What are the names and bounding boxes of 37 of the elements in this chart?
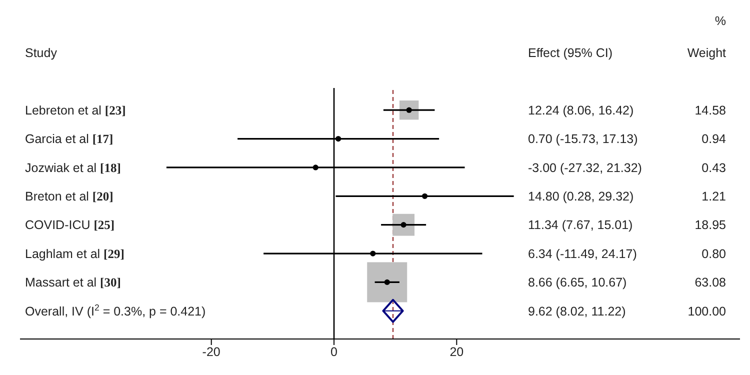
point	[370, 250, 376, 256]
y-tick-label: Garcia et al [17]	[25, 132, 114, 146]
annotation: 14.80 (0.28, 29.32)	[528, 190, 634, 204]
annotation: 14.58	[694, 103, 726, 118]
point	[335, 136, 342, 142]
text: %	[714, 14, 726, 28]
annotation: 63.08	[694, 276, 726, 290]
point	[422, 193, 428, 199]
y-tick-label: Laghlam et al [29]	[25, 246, 124, 261]
annotation: 0.80	[702, 246, 726, 261]
y-tick-label: Overall, IV (I$^{2}$ = 0.3%, p = 0.421)	[25, 302, 206, 318]
text: Study	[25, 46, 58, 60]
x-tick-label: -20	[202, 344, 220, 359]
text: Effect (95% CI)	[528, 46, 613, 60]
y-tick-label: Breton et al [20]	[25, 190, 114, 204]
annotation: 18.95	[694, 218, 726, 232]
annotation: 11.34 (7.67, 15.01)	[528, 218, 633, 232]
annotation: 12.24 (8.06, 16.42)	[528, 103, 634, 118]
y-tick-label: Massart et al [30]	[25, 276, 121, 290]
y-tick-label: Lebreton et al [23]	[25, 103, 126, 118]
point	[312, 164, 318, 170]
point	[382, 298, 404, 323]
point	[384, 279, 390, 285]
annotation: 9.62 (8.02, 11.22)	[528, 304, 626, 318]
annotation: 0.43	[702, 160, 726, 175]
text: Weight	[687, 46, 727, 60]
annotation: 0.94	[702, 132, 726, 146]
annotation: 6.34 (-11.49, 24.17)	[528, 246, 637, 261]
annotation: -3.00 (-27.32, 21.32)	[528, 160, 642, 175]
y-tick-label: COVID-ICU [25]	[25, 218, 115, 232]
annotation: 100.00	[688, 304, 726, 318]
annotation: 8.66 (6.65, 10.67)	[528, 276, 627, 290]
annotation: 1.21	[702, 190, 726, 204]
y-tick-label: Jozwiak et al [18]	[25, 160, 121, 175]
x-tick-label: 20	[450, 344, 464, 359]
annotation: 0.70 (-15.73, 17.13)	[528, 132, 638, 146]
x-tick-label: 0	[330, 344, 338, 359]
